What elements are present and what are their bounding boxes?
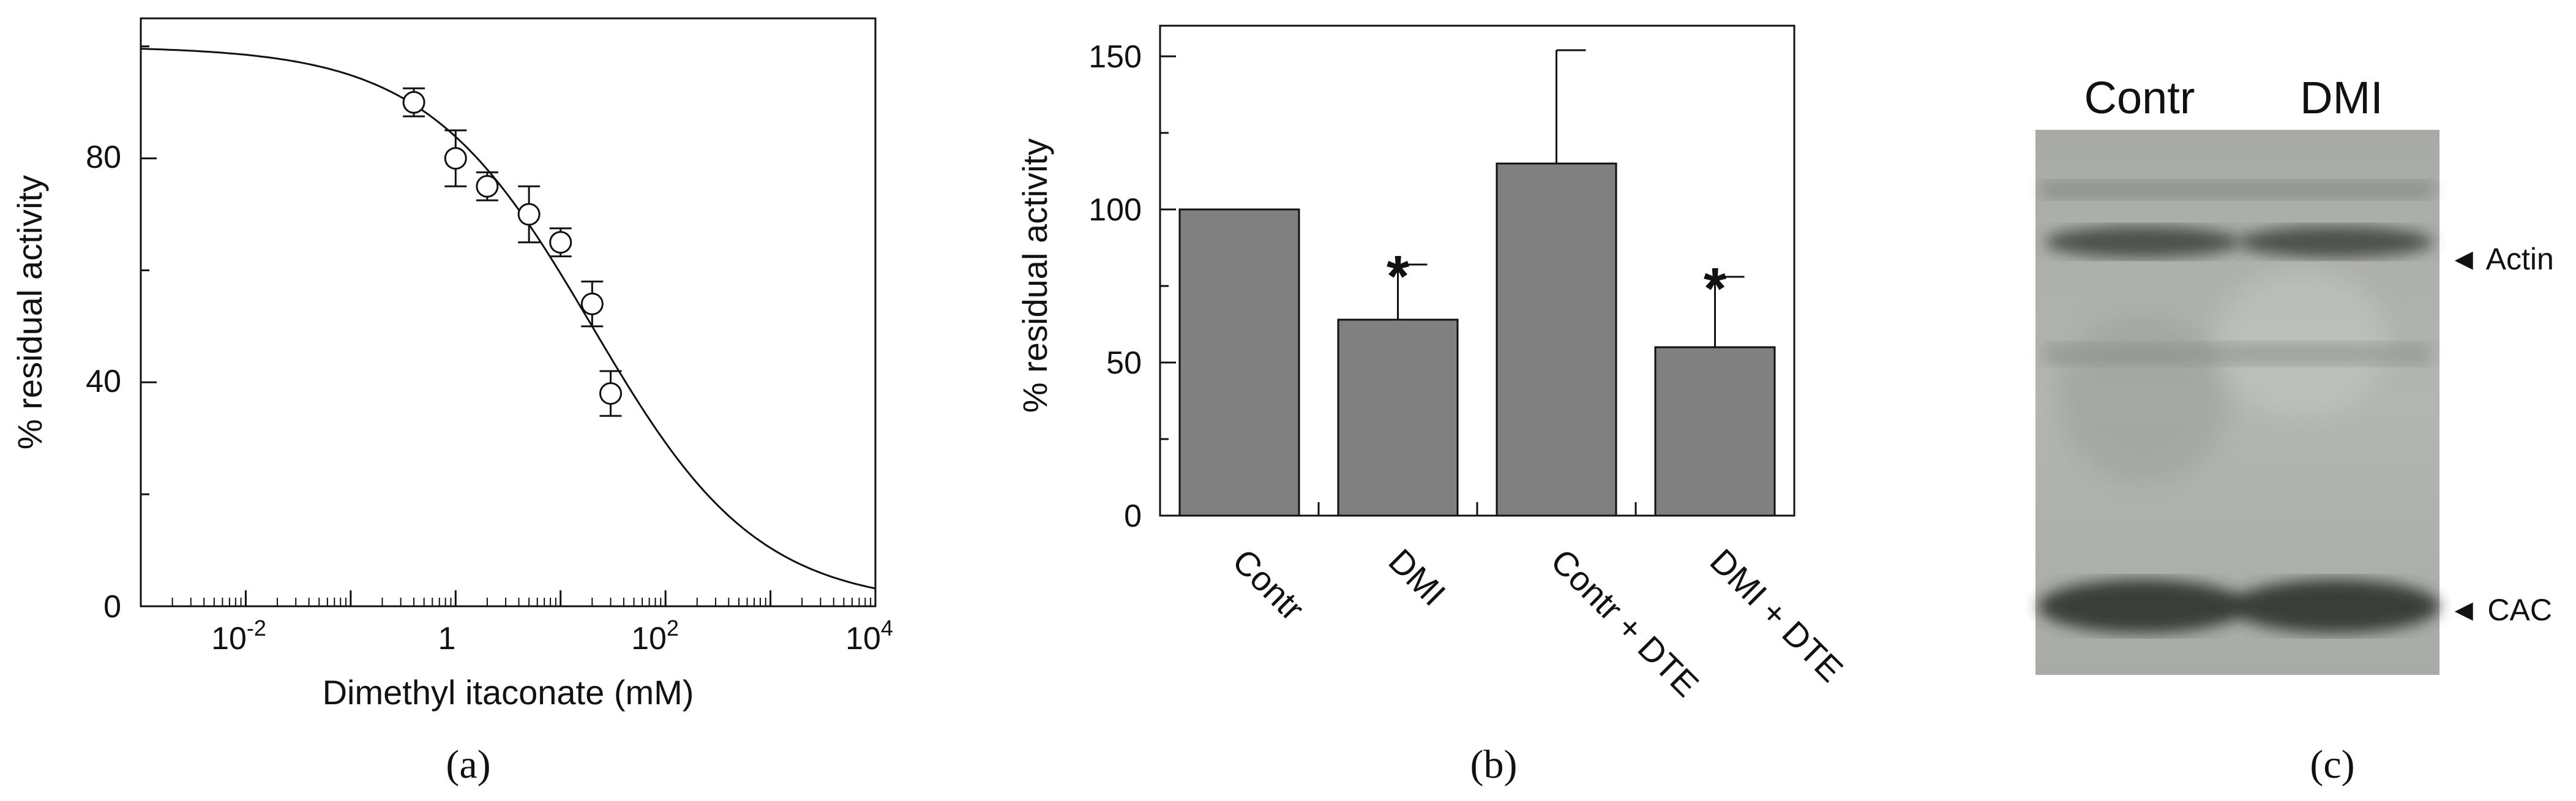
panel-label-a: (a) bbox=[446, 742, 490, 787]
x-tick-label-1e4: 104 bbox=[845, 615, 893, 656]
significance-star-1: * bbox=[1387, 244, 1410, 309]
data-point-1 bbox=[444, 147, 467, 170]
bar-2 bbox=[1496, 162, 1617, 517]
panel-a: 0 40 80 10-2 1 102 104 Dimethyl itaconat… bbox=[10, 17, 893, 787]
plot-a-frame bbox=[140, 17, 877, 607]
category-label-contr: Contr bbox=[1226, 541, 1312, 628]
plot-b-marks: * * bbox=[1160, 49, 1776, 517]
actin-band-contr bbox=[2045, 226, 2241, 258]
bar-1 bbox=[1337, 318, 1459, 517]
data-point-3 bbox=[517, 203, 541, 226]
data-point-2 bbox=[476, 175, 499, 198]
panel-c-western-blot: Contr DMI ◄ Actin ◄ CAC (c) bbox=[2035, 72, 2554, 787]
plot-a-marks bbox=[140, 45, 877, 607]
fit-curve bbox=[140, 48, 876, 590]
significance-star-3: * bbox=[1704, 256, 1727, 322]
x-tick-label-1e-2: 10-2 bbox=[211, 615, 266, 656]
b-y-tick-label-100: 100 bbox=[1088, 192, 1142, 228]
cac-band-contr bbox=[2039, 579, 2247, 633]
blot-blotch bbox=[2057, 312, 2228, 484]
band-label-actin: ◄ Actin bbox=[2449, 242, 2554, 276]
y-axis-label-b: % residual activity bbox=[1016, 138, 1054, 413]
data-point-5 bbox=[580, 292, 604, 315]
category-label-dmi: DMI bbox=[1382, 541, 1453, 613]
band-label-cac: ◄ CAC bbox=[2449, 593, 2552, 627]
panel-b: * * 0 50 100 150 Contr DMI Contr + DTE DM… bbox=[1016, 24, 1851, 787]
lane-label-dmi: DMI bbox=[2300, 72, 2383, 123]
category-label-dmi-dte: DMI + DTE bbox=[1703, 541, 1851, 689]
y-axis-label-a: % residual activity bbox=[10, 175, 49, 449]
data-point-6 bbox=[599, 382, 623, 405]
lane-label-contr: Contr bbox=[2084, 72, 2195, 123]
panel-label-c: (c) bbox=[2310, 742, 2354, 787]
x-tick-label-1: 1 bbox=[438, 621, 456, 656]
actin-band-dmi bbox=[2237, 226, 2433, 258]
x-minor-ticks bbox=[171, 598, 872, 606]
x-tick-label-1e2: 102 bbox=[631, 615, 679, 656]
y-tick-label-40: 40 bbox=[86, 364, 121, 399]
data-point-4 bbox=[549, 231, 572, 254]
category-label-contr-dte: Contr + DTE bbox=[1544, 541, 1707, 704]
b-y-tick-label-50: 50 bbox=[1106, 345, 1142, 381]
blot-faint-band-top bbox=[2042, 181, 2433, 199]
y-tick-label-80: 80 bbox=[86, 140, 121, 175]
data-point-0 bbox=[402, 91, 425, 114]
panel-label-b: (b) bbox=[1470, 742, 1518, 787]
y-tick-label-0: 0 bbox=[103, 589, 121, 625]
blot-faint-band-mid bbox=[2045, 343, 2430, 365]
b-y-tick-label-0: 0 bbox=[1124, 498, 1142, 534]
bar-0 bbox=[1178, 208, 1300, 517]
bar-3 bbox=[1654, 346, 1776, 517]
cac-band-dmi bbox=[2231, 579, 2439, 633]
b-y-tick-label-150: 150 bbox=[1088, 39, 1142, 75]
x-axis-label-a: Dimethyl itaconate (mM) bbox=[323, 673, 694, 712]
